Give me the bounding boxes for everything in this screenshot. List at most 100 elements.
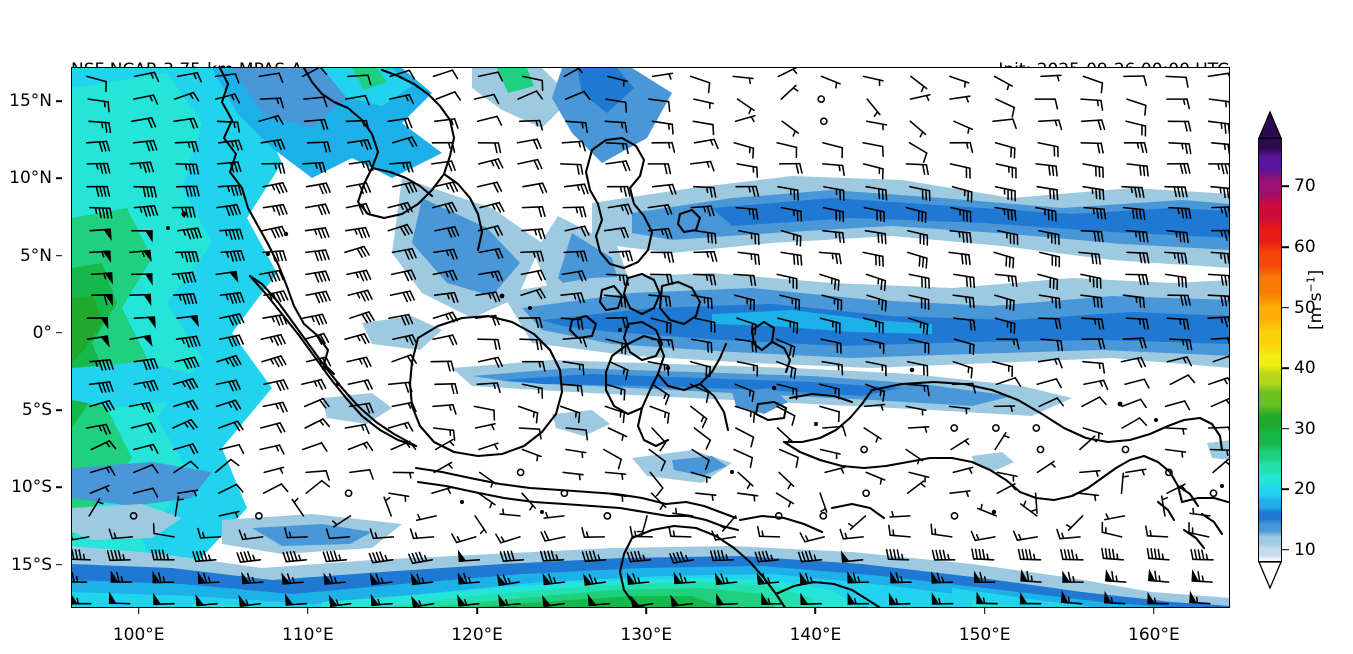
wind-barb [860,445,868,454]
wind-barb [564,225,590,237]
wind-barb [694,317,716,333]
wind-barb [172,418,198,430]
wind-barb [862,75,884,87]
wind-barb [819,273,840,291]
colorbar-unit-exponent: −1 [1304,276,1318,293]
wind-barb [817,95,826,103]
wind-barb [1122,294,1146,309]
wind-barb [348,402,374,414]
wind-barb [1120,356,1146,368]
wind-barb [948,251,971,266]
latitude-tick-label: 15°N [9,91,52,111]
longitude-tick-mark [476,608,478,614]
wind-barb [1082,163,1104,178]
wind-barb [778,448,799,468]
wind-barb [604,383,626,401]
wind-barb [349,311,375,324]
wind-barb [369,572,393,586]
wind-barb [304,418,330,429]
wind-barb [495,533,521,544]
wind-barb [693,185,717,198]
wind-barb [1189,507,1211,517]
wind-barb [995,98,1015,118]
wind-barb [648,448,666,472]
wind-barb [693,250,718,262]
wind-barb [733,273,757,287]
wind-barb [217,184,242,197]
wind-barb [774,512,783,520]
wind-barb [993,75,1013,91]
wind-barb [345,182,372,195]
wind-barb [1101,547,1125,561]
wind-barb [1121,185,1145,198]
wind-barb [1062,570,1084,583]
wind-barb [133,316,156,329]
wind-barb [477,225,503,237]
longitude-tick-mark [1153,608,1155,614]
wind-barb [1167,120,1192,132]
wind-barb [819,492,828,513]
wind-barb [219,228,244,241]
wind-barb [522,75,544,91]
wind-barb [690,294,713,310]
colorbar-tick-label: 60 [1294,237,1316,258]
wind-barb [478,471,497,488]
wind-barb [1081,396,1107,408]
wind-barb [215,270,239,284]
wind-barb [129,249,152,263]
wind-barb [175,335,201,348]
wind-barb [496,573,520,586]
wind-barb [218,139,243,151]
wind-barb [690,360,711,378]
shade-region-scattered [322,316,1229,483]
colorbar: 10 20 30 40 50 60 70 [1258,110,1316,590]
wind-barb [498,594,521,607]
wind-barb [605,142,629,155]
wind-barb [172,293,198,305]
wind-barb [564,90,591,101]
wind-barb [561,140,586,152]
wind-barb [389,290,415,303]
wind-barb [604,471,627,480]
wind-barb [799,571,822,585]
colorbar-tick-label: 50 [1294,297,1316,318]
wind-barb [1207,72,1229,78]
longitude-tick-label: 150°E [958,625,1011,645]
wind-barb [262,401,288,413]
wind-barb [930,523,953,538]
wind-barb [1208,163,1229,175]
longitude-tick-label: 160°E [1128,625,1180,645]
wind-barb [473,93,500,105]
wind-barb [517,90,544,100]
wind-barb [951,382,977,394]
wind-barb [819,512,828,520]
wind-barb [1077,492,1100,502]
wind-barb [756,572,780,585]
wind-barb [344,423,370,435]
wind-barb [819,317,841,334]
wind-barb [1169,374,1196,386]
wind-barb [220,250,245,262]
wind-barb [1037,273,1059,291]
wind-barb [1165,75,1189,88]
wind-barb [909,93,931,102]
wind-barb [214,93,241,104]
colorbar-tick-label: 40 [1294,358,1316,379]
wind-barb [647,204,673,216]
wind-barb [862,251,884,267]
wind-barb [434,118,459,129]
wind-barb [346,356,372,368]
map-axes [71,67,1230,608]
longitude-tick-label: 120°E [451,625,503,645]
wind-barb [477,356,504,368]
wind-barb [478,270,503,282]
wind-barb [1165,468,1173,477]
wind-barb [906,480,926,494]
wind-barb [388,94,415,105]
wind-barb [325,528,351,540]
wind-barb [389,161,414,173]
wind-barb [562,206,587,218]
wind-speed-field [72,68,1229,607]
wind-barb [630,595,654,607]
wind-barb [133,464,159,474]
